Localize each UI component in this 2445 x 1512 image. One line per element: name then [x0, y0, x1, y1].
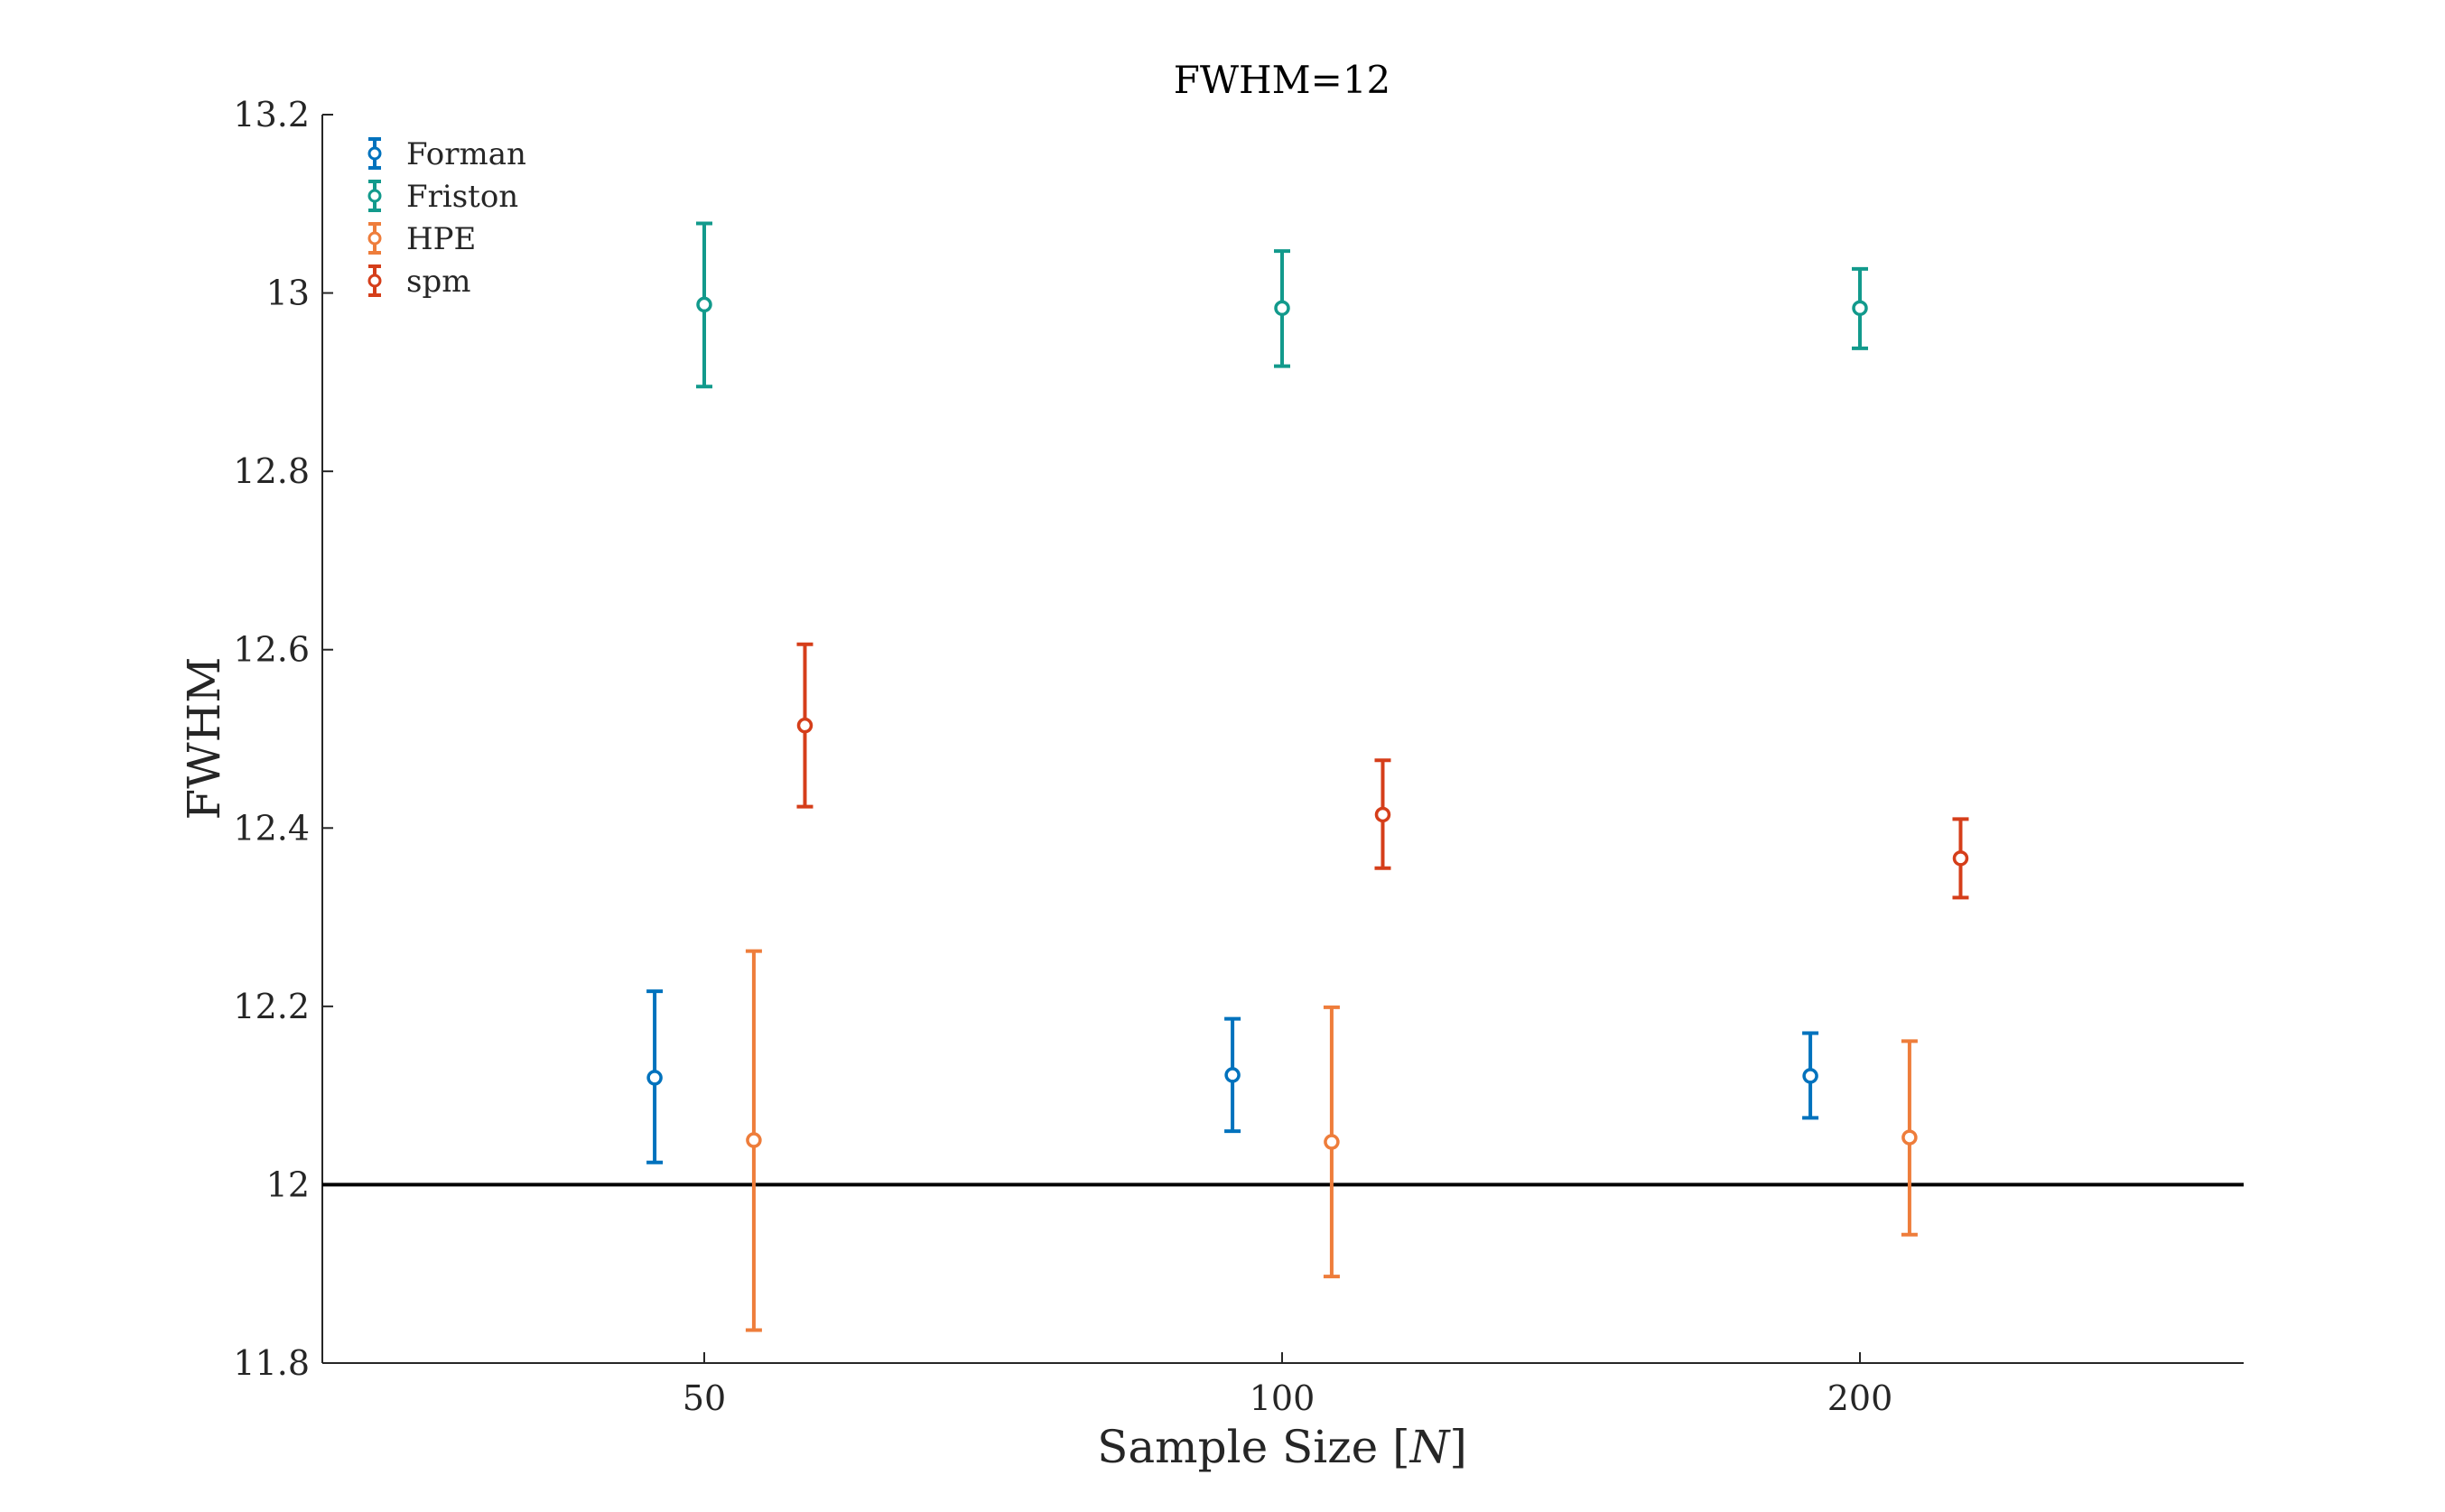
- y-tick-label: 12.6: [233, 630, 310, 670]
- y-tick-label: 12.4: [233, 808, 310, 848]
- legend-marker: [367, 146, 382, 161]
- series-friston: [696, 221, 1868, 389]
- data-point: [696, 296, 712, 313]
- x-tick-label: 50: [683, 1378, 726, 1418]
- legend-marker: [367, 189, 382, 203]
- x-axis-title-close: ]: [1449, 1421, 1467, 1473]
- data-point: [796, 717, 813, 734]
- data-point: [1274, 300, 1290, 317]
- legend-label: spm: [406, 264, 470, 300]
- y-tick-label: 12: [266, 1164, 310, 1204]
- chart-title: FWHM=12: [1174, 58, 1391, 102]
- data-point: [746, 1132, 762, 1148]
- series-hpe: [745, 949, 1918, 1332]
- x-axis-title-text: Sample Size [: [1097, 1421, 1410, 1473]
- x-tick-label: 200: [1827, 1378, 1893, 1418]
- y-tick-label: 12.8: [233, 451, 310, 491]
- y-axis-title: FWHM: [178, 657, 230, 821]
- x-axis-title-variable: N: [1409, 1421, 1452, 1473]
- series-spm: [796, 642, 1969, 900]
- data-point: [1324, 1134, 1340, 1150]
- legend-item-friston: Friston: [367, 179, 518, 215]
- data-point: [1802, 1068, 1818, 1084]
- data-point: [1374, 806, 1391, 823]
- legend-item-hpe: HPE: [367, 221, 476, 257]
- y-tick-label: 13: [266, 274, 310, 313]
- legend: Forman Friston HPE spm: [367, 136, 526, 300]
- data-point: [1852, 300, 1868, 317]
- y-tick-label: 13.2: [233, 95, 310, 135]
- series-forman: [646, 989, 1819, 1164]
- y-tick-label: 12.2: [233, 987, 310, 1026]
- data-point: [646, 1070, 663, 1086]
- legend-item-forman: Forman: [367, 136, 526, 172]
- data-point: [1952, 850, 1969, 867]
- legend-label: Forman: [406, 136, 526, 172]
- legend-item-spm: spm: [367, 264, 470, 300]
- data-point: [1224, 1067, 1241, 1083]
- legend-marker: [367, 274, 382, 288]
- x-axis-title: Sample Size [N]: [1097, 1421, 1467, 1473]
- legend-label: HPE: [406, 221, 476, 257]
- x-tick-label: 100: [1250, 1378, 1315, 1418]
- legend-marker: [367, 231, 382, 246]
- series-layer: [646, 221, 1969, 1332]
- x-ticks: 50 100 200: [683, 1352, 1892, 1418]
- data-point: [1901, 1129, 1918, 1146]
- legend-label: Friston: [406, 179, 518, 215]
- y-tick-label: 11.8: [233, 1343, 310, 1383]
- y-ticks: 11.8 12 12.2 12.4 12.6 12.8 13 13.2: [233, 95, 333, 1383]
